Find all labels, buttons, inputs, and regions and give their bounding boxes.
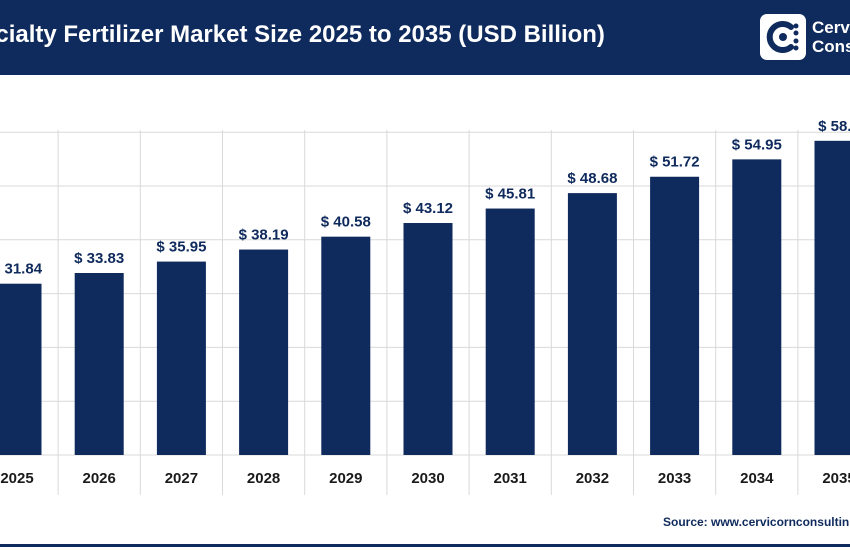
- data-label-2025: $ 31.84: [0, 261, 43, 278]
- bar-2031: [485, 208, 535, 455]
- data-label-2033: $ 51.72: [650, 154, 700, 171]
- logo-mark-icon: [760, 14, 806, 60]
- logo-text-line2: Consu: [812, 37, 850, 56]
- data-label-2029: $ 40.58: [321, 214, 371, 231]
- x-tick-label-2028: 2028: [247, 470, 280, 487]
- data-label-2028: $ 38.19: [239, 227, 289, 244]
- bar-2034: [732, 159, 782, 455]
- chart-header: ecialty Fertilizer Market Size 2025 to 2…: [0, 0, 850, 75]
- bar-chart: $ 31.84 2025 $ 33.83 2026 $ 35.95 2027 $ 38.19…: [0, 118, 850, 495]
- data-label-2032: $ 48.68: [567, 170, 617, 187]
- chart-title: ecialty Fertilizer Market Size 2025 to 2…: [0, 21, 605, 48]
- category-separators: [57, 130, 799, 495]
- data-label-2026: $ 33.83: [74, 250, 124, 267]
- data-label-2035: $ 58.4: [818, 118, 850, 135]
- bar-2035: [814, 140, 850, 456]
- bottom-rule: [0, 544, 850, 547]
- x-tick-label-2035: 2035: [822, 470, 850, 487]
- x-tick-label-2027: 2027: [165, 470, 198, 487]
- x-tick-label-2032: 2032: [576, 470, 609, 487]
- logo-text-line1: Cervic: [812, 18, 850, 37]
- bar-2027: [156, 261, 206, 455]
- x-tick-label-2025: 2025: [0, 470, 33, 487]
- bar-2029: [321, 236, 371, 455]
- x-tick-label-2033: 2033: [658, 470, 691, 487]
- x-tick-label-2030: 2030: [411, 470, 444, 487]
- x-tick-label-2034: 2034: [740, 470, 774, 487]
- bar-2026: [74, 272, 124, 455]
- bar-2028: [239, 249, 289, 455]
- x-tick-label-2026: 2026: [83, 470, 116, 487]
- bar-2033: [650, 176, 700, 455]
- bar-2030: [403, 223, 453, 455]
- data-label-2027: $ 35.95: [156, 239, 206, 256]
- bar-2025: [0, 283, 42, 455]
- data-label-2034: $ 54.95: [732, 136, 782, 153]
- data-label-2030: $ 43.12: [403, 200, 453, 217]
- source-note: Source: www.cervicornconsultin: [663, 515, 850, 529]
- x-tick-label-2029: 2029: [329, 470, 362, 487]
- bar-2032: [567, 193, 617, 455]
- x-tick-label-2031: 2031: [494, 470, 527, 487]
- data-label-2031: $ 45.81: [485, 186, 535, 203]
- brand-logo: Cervic Consu: [760, 14, 850, 62]
